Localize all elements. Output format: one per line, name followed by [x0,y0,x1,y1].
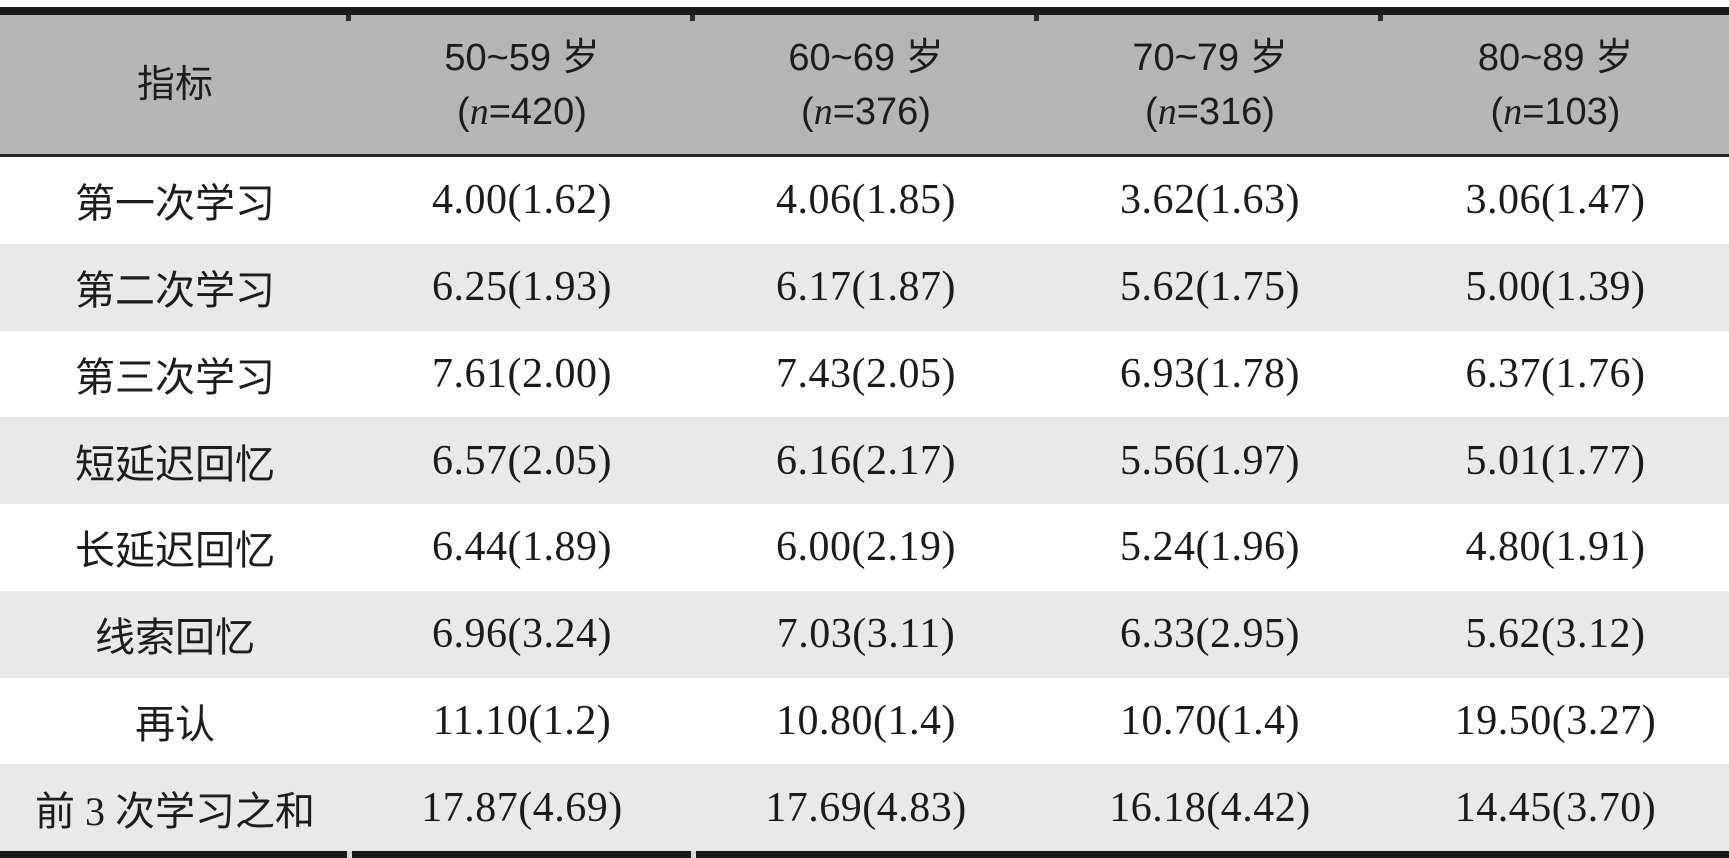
sample-size-value: =420) [488,90,587,133]
row-label: 线索回忆 [95,615,255,661]
sample-size-n: n [813,90,833,133]
table-row-third-learning: 第三次学习 7.61(2.00) 7.43(2.05) 6.93(1.78) 6… [0,330,1729,418]
header-cell-age-80-89: 80~89 岁 (n=103) [1382,31,1729,139]
paren-open: ( [801,90,814,133]
header-cell-age-70-79: 70~79 岁 (n=316) [1038,31,1382,139]
table-row-recognition: 再认 11.10(1.2) 10.80(1.4) 10.70(1.4) 19.5… [0,677,1729,765]
sample-size-n: n [1157,90,1177,133]
table-cell: 16.18(4.42) [1109,784,1311,831]
table-cell: 5.62(1.75) [1120,264,1300,311]
table-cell: 6.96(3.24) [432,611,612,658]
row-label: 第一次学习 [75,181,275,227]
table-cell: 6.33(2.95) [1120,611,1300,658]
column-boundary-gap [691,851,696,858]
table-cell: 4.80(1.91) [1465,524,1646,571]
table-cell: 6.00(2.19) [776,524,956,571]
header-separator-line [0,154,1729,157]
sample-size-n: n [1503,90,1523,133]
paren-open: ( [457,90,470,133]
table-cell: 14.45(3.70) [1454,784,1657,831]
table-cell: 10.80(1.4) [776,697,956,744]
row-label: 短延迟回忆 [75,441,275,487]
table-cell: 5.56(1.97) [1120,437,1300,484]
table-body: 第一次学习 4.00(1.62) 4.06(1.85) 3.62(1.63) 3… [0,157,1729,851]
sample-size-value: =103) [1522,90,1621,133]
header-cell-age-50-59: 50~59 岁 (n=420) [350,31,694,139]
column-boundary-tick [346,15,351,21]
sample-size-value: =376) [832,90,931,133]
header-sample-size: (n=376) [694,85,1038,139]
header-sample-size: (n=420) [350,85,694,139]
table-cell: 6.93(1.78) [1120,350,1300,397]
header-title: 指标 [136,63,213,106]
table-cell: 5.01(1.77) [1465,437,1646,484]
table-cell: 17.87(4.69) [421,784,623,831]
table-row-short-delay-recall: 短延迟回忆 6.57(2.05) 6.16(2.17) 5.56(1.97) 5… [0,417,1729,504]
table-cell: 6.37(1.76) [1465,350,1646,397]
table-cell: 4.06(1.85) [776,177,956,224]
header-age-range: 60~69 岁 [788,36,944,79]
table-row-sum-first-three: 前 3 次学习之和 17.87(4.69) 17.69(4.83) 16.18(… [0,764,1729,851]
table-cell: 10.70(1.4) [1120,697,1300,744]
table-cell: 3.06(1.47) [1465,177,1646,224]
table-bottom-border [0,851,1729,858]
header-sample-size: (n=103) [1382,85,1729,139]
row-label: 再认 [135,701,215,747]
header-cell-indicator: 指标 [0,58,350,112]
table-cell: 6.25(1.93) [432,264,612,311]
table-cell: 11.10(1.2) [432,697,612,744]
header-age-range: 80~89 岁 [1477,36,1634,79]
header-age-range: 50~59 岁 [444,36,600,79]
table-row-long-delay-recall: 长延迟回忆 6.44(1.89) 6.00(2.19) 5.24(1.96) 4… [0,504,1729,591]
row-label: 第三次学习 [75,354,275,400]
column-boundary-gap [347,851,352,858]
table-cell: 5.00(1.39) [1465,264,1646,311]
table-cell: 5.24(1.96) [1120,524,1300,571]
column-boundary-tick [1378,15,1383,21]
table-row-cued-recall: 线索回忆 6.96(3.24) 7.03(3.11) 6.33(2.95) 5.… [0,590,1729,678]
table-cell: 5.62(3.12) [1465,611,1646,658]
header-cell-age-60-69: 60~69 岁 (n=376) [694,31,1038,139]
table-cell: 19.50(3.27) [1454,697,1657,744]
table-top-border [0,7,1729,21]
table-cell: 7.61(2.00) [432,350,612,397]
paren-open: ( [1490,90,1504,133]
sample-size-n: n [469,90,489,133]
table-row-second-learning: 第二次学习 6.25(1.93) 6.17(1.87) 5.62(1.75) 5… [0,243,1729,331]
row-label: 长延迟回忆 [75,528,275,574]
table-cell: 7.03(3.11) [776,611,956,658]
header-sample-size: (n=316) [1038,85,1382,139]
row-label: 前 3 次学习之和 [35,788,315,834]
table-cell: 6.44(1.89) [432,524,612,571]
sample-size-value: =316) [1176,90,1275,133]
table-header-row: 指标 50~59 岁 (n=420) 60~69 岁 (n=376) 70~79… [0,15,1729,154]
header-age-range: 70~79 岁 [1132,36,1288,79]
table-cell: 3.62(1.63) [1120,177,1300,224]
table-cell: 4.00(1.62) [432,177,612,224]
table-cell: 6.16(2.17) [776,437,956,484]
paren-open: ( [1145,90,1158,133]
table-cell: 6.57(2.05) [432,437,612,484]
table-cell: 7.43(2.05) [776,350,956,397]
column-boundary-tick [690,15,695,21]
table-cell: 17.69(4.83) [765,784,967,831]
row-label: 第二次学习 [75,268,275,314]
column-boundary-tick [1034,15,1039,21]
table-cell: 6.17(1.87) [776,264,956,311]
top-margin [0,0,1729,7]
table-row-first-learning: 第一次学习 4.00(1.62) 4.06(1.85) 3.62(1.63) 3… [0,157,1729,244]
